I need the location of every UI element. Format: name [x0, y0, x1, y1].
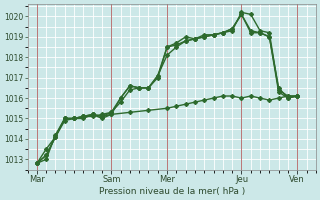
X-axis label: Pression niveau de la mer( hPa ): Pression niveau de la mer( hPa ) [99, 187, 245, 196]
